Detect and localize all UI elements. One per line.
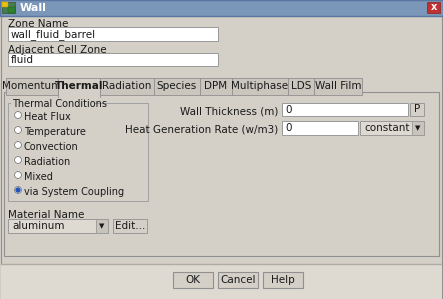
- Text: Adjacent Cell Zone: Adjacent Cell Zone: [8, 45, 107, 55]
- Bar: [0, 0, 443, 16]
- Text: DPM: DPM: [204, 81, 228, 91]
- Text: Mixed: Mixed: [24, 172, 53, 182]
- Bar: [8, 53, 218, 66]
- Bar: [100, 78, 154, 95]
- Text: Multiphase: Multiphase: [231, 81, 288, 91]
- Bar: [263, 272, 303, 288]
- Bar: [232, 78, 288, 95]
- Circle shape: [16, 188, 20, 192]
- Text: Radiation: Radiation: [24, 157, 70, 167]
- Text: Momentum: Momentum: [2, 81, 62, 91]
- Bar: [8, 219, 108, 233]
- Bar: [11, 99, 95, 107]
- Circle shape: [15, 126, 22, 133]
- Bar: [410, 103, 424, 116]
- Bar: [173, 272, 213, 288]
- Bar: [412, 121, 424, 135]
- Bar: [113, 219, 147, 233]
- Bar: [6, 78, 58, 95]
- Text: 0: 0: [285, 105, 291, 115]
- Text: wall_fluid_barrel: wall_fluid_barrel: [11, 29, 96, 40]
- Text: Material Name: Material Name: [8, 210, 84, 220]
- Bar: [288, 78, 314, 95]
- Text: Thermal: Thermal: [55, 81, 103, 91]
- Text: P: P: [414, 104, 420, 115]
- Circle shape: [15, 112, 22, 118]
- Circle shape: [15, 187, 22, 193]
- Text: fluid: fluid: [11, 55, 34, 65]
- Text: OK: OK: [186, 275, 201, 285]
- Text: LDS: LDS: [291, 81, 311, 91]
- Text: Cancel: Cancel: [220, 275, 256, 285]
- Bar: [2, 2, 8, 7]
- Text: Thermal Conditions: Thermal Conditions: [12, 99, 107, 109]
- Text: Heat Flux: Heat Flux: [24, 112, 71, 122]
- Bar: [4, 92, 439, 256]
- Text: Help: Help: [271, 275, 295, 285]
- Text: aluminum: aluminum: [12, 221, 65, 231]
- Bar: [154, 78, 200, 95]
- Text: Wall: Wall: [20, 3, 47, 13]
- Bar: [8, 103, 148, 201]
- Text: x: x: [431, 2, 437, 13]
- Text: Radiation: Radiation: [102, 81, 152, 91]
- Circle shape: [15, 172, 22, 179]
- Text: ▼: ▼: [415, 125, 421, 131]
- Bar: [200, 78, 232, 95]
- Text: Zone Name: Zone Name: [8, 19, 68, 29]
- Text: Species: Species: [157, 81, 197, 91]
- Bar: [2, 2, 15, 13]
- Text: Temperature: Temperature: [24, 127, 86, 137]
- Bar: [218, 272, 258, 288]
- Circle shape: [15, 141, 22, 149]
- Text: constant: constant: [364, 123, 409, 133]
- Bar: [282, 121, 358, 135]
- Bar: [8, 27, 218, 41]
- Bar: [282, 103, 408, 116]
- Bar: [1, 264, 442, 265]
- Bar: [96, 219, 108, 233]
- Text: Edit...: Edit...: [115, 221, 145, 231]
- Bar: [360, 121, 424, 135]
- Bar: [59, 96, 100, 98]
- Circle shape: [15, 156, 22, 164]
- Bar: [8, 7, 15, 13]
- Text: via System Coupling: via System Coupling: [24, 187, 124, 197]
- Text: Convection: Convection: [24, 142, 79, 152]
- Bar: [58, 78, 100, 97]
- Text: Wall Film: Wall Film: [315, 81, 361, 91]
- Bar: [427, 2, 440, 13]
- Text: Wall Thickness (m): Wall Thickness (m): [179, 107, 278, 117]
- Bar: [314, 78, 362, 95]
- Text: ▼: ▼: [99, 223, 105, 229]
- Text: Heat Generation Rate (w/m3): Heat Generation Rate (w/m3): [125, 125, 278, 135]
- Bar: [1, 265, 442, 299]
- Text: 0: 0: [285, 123, 291, 133]
